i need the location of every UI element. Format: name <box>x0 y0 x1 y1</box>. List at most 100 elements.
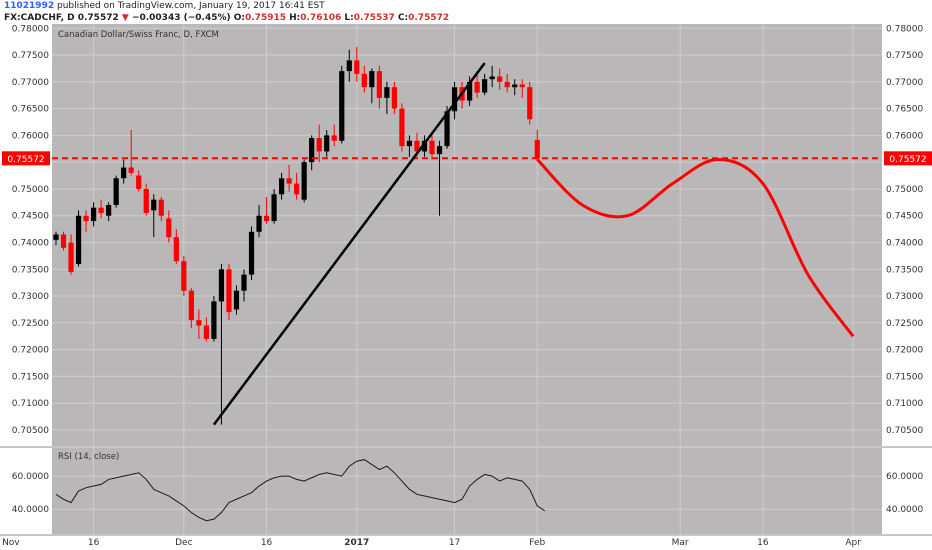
time-tick-label: 2017 <box>344 538 369 548</box>
price-chart[interactable]: 0.78000 0.78000 0.77500 0.77500 0.77000 0.770… <box>0 24 932 550</box>
price-tick-label-left: 0.74000 <box>12 238 49 248</box>
candle-body <box>91 207 97 222</box>
time-tick-label: Mar <box>672 538 689 548</box>
candle-body <box>301 162 307 200</box>
candle-body <box>188 290 194 321</box>
candle-body <box>286 178 292 184</box>
candle-body <box>324 135 330 152</box>
candle-body <box>248 231 255 275</box>
candle-body <box>226 269 232 313</box>
candle-body <box>166 218 172 238</box>
price-tick-label-left: 0.76000 <box>12 131 49 141</box>
ohlc-legend: FX:CADCHF, D 0.75572 ▼ −0.00343 (−0.45%)… <box>4 13 449 23</box>
price-tick-label-right: 0.76500 <box>886 105 923 115</box>
price-tick-label-right: 0.77500 <box>886 51 923 61</box>
candle-body <box>173 237 179 262</box>
price-tick-label-right: 0.74000 <box>886 238 923 248</box>
price-tick-label-left: 0.77000 <box>12 78 49 88</box>
price-tag-right <box>884 151 932 166</box>
price-tick-label-left: 0.77500 <box>12 51 49 61</box>
price-tick-label-left: 0.72500 <box>12 319 49 329</box>
time-axis[interactable]: Nov 16 Dec 16 2017 17 Feb Mar 16 Apr <box>2 538 861 548</box>
candle-body <box>354 60 360 74</box>
low-value: 0.75537 <box>353 13 395 23</box>
candle-body <box>339 71 345 141</box>
candle-body <box>429 140 435 155</box>
main-pane[interactable]: 0.78000 0.78000 0.77500 0.77500 0.77000 0.770… <box>0 24 932 448</box>
candle-body <box>271 194 277 222</box>
price-tick-label-right: 0.76000 <box>886 131 923 141</box>
candle-body <box>143 188 149 214</box>
candle-body <box>211 301 217 339</box>
price-tag-label-right: 0.75572 <box>889 155 926 165</box>
candle-body <box>504 81 510 88</box>
candle-body <box>436 146 443 155</box>
price-tag-label-left: 0.75572 <box>7 155 44 165</box>
price-tick-label-left: 0.73500 <box>12 265 49 275</box>
candle-body <box>233 290 240 310</box>
candle-body <box>391 87 397 109</box>
candle-body <box>331 135 337 141</box>
price-tick-label-right: 0.72000 <box>886 346 923 356</box>
price-tick-label-left: 0.71000 <box>12 399 49 409</box>
candle-body <box>263 215 270 222</box>
time-tick-label: 16 <box>88 538 100 548</box>
price-tick-label-left: 0.70500 <box>12 426 49 436</box>
price-tick-label-right: 0.77000 <box>886 78 923 88</box>
price-tick-label-left: 0.72000 <box>12 346 49 356</box>
candle-body <box>113 178 119 206</box>
time-tick-label: Dec <box>175 538 192 548</box>
candle-body <box>279 178 285 195</box>
high-label: H: <box>289 13 301 23</box>
rsi-pane[interactable]: 60.0000 60.0000 40.0000 40.0000 RSI (14, clo… <box>0 448 932 536</box>
candle-body <box>489 76 495 80</box>
price-tick-label-right: 0.73500 <box>886 265 923 275</box>
candle-body <box>151 199 157 211</box>
candle-body <box>512 84 518 88</box>
open-label: O: <box>233 13 245 23</box>
open-value: 0.75915 <box>245 13 286 23</box>
candle-body <box>406 140 413 147</box>
price-tick-label-left: 0.71500 <box>12 372 49 382</box>
candle-body <box>181 261 187 291</box>
close-value: 0.75572 <box>408 13 450 23</box>
candle-body <box>241 274 247 291</box>
candle-body <box>421 140 428 152</box>
price-change: −0.00343 (−0.45%) <box>131 13 231 23</box>
close-label: C: <box>397 13 409 23</box>
last-price: 0.75572 <box>77 13 119 23</box>
price-tick-label-right: 0.74500 <box>886 212 923 222</box>
time-tick-label: Feb <box>529 538 545 548</box>
price-tick-label-right: 0.71500 <box>886 372 923 382</box>
rsi-tick-label-right: 60.0000 <box>886 472 923 482</box>
low-label: L: <box>344 13 354 23</box>
candle-body <box>203 325 209 339</box>
candle-body <box>218 269 225 302</box>
chart-title: Canadian Dollar/Swiss Franc, D, FXCM <box>58 30 219 40</box>
candle-body <box>384 87 390 98</box>
price-tick-label-right: 0.70500 <box>886 426 923 436</box>
user-id[interactable]: 11021992 <box>4 1 55 11</box>
candle-body <box>399 108 405 147</box>
candle-body <box>316 138 322 152</box>
price-tick-label-right: 0.72500 <box>886 319 923 329</box>
candle-body <box>60 234 67 248</box>
publish-info: 11021992 published on TradingView.com, J… <box>4 1 325 11</box>
candle-body <box>376 71 382 98</box>
candle-body <box>346 60 352 72</box>
price-tag-left <box>2 151 50 166</box>
price-tick-label-right: 0.75000 <box>886 185 923 195</box>
candle-body <box>527 87 533 120</box>
price-tick-label-left: 0.73000 <box>12 292 49 302</box>
published-text: published on TradingView.com, January 19… <box>56 1 325 11</box>
price-tick-label-left: 0.74500 <box>12 212 49 222</box>
candle-body <box>128 167 134 173</box>
candle-body <box>196 320 202 326</box>
change-arrow-icon: ▼ <box>121 13 129 23</box>
candle-body <box>534 139 540 159</box>
symbol-label[interactable]: FX:CADCHF, D <box>4 13 75 23</box>
rsi-line <box>55 459 546 522</box>
rsi-title: RSI (14, close) <box>58 452 119 462</box>
price-tick-label-left: 0.76500 <box>12 105 49 115</box>
candle-body <box>467 81 473 101</box>
